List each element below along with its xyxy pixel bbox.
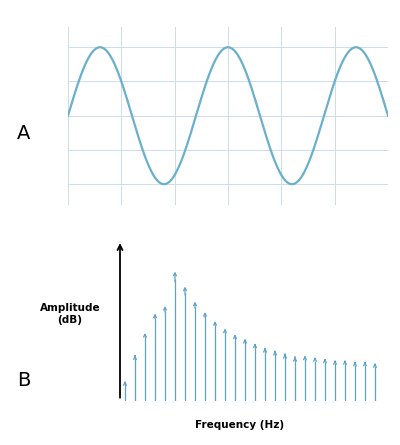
Text: B: B xyxy=(17,371,31,390)
Text: A: A xyxy=(17,124,31,143)
Text: Amplitude
(dB): Amplitude (dB) xyxy=(40,303,100,324)
Text: Frequency (Hz): Frequency (Hz) xyxy=(196,420,284,430)
